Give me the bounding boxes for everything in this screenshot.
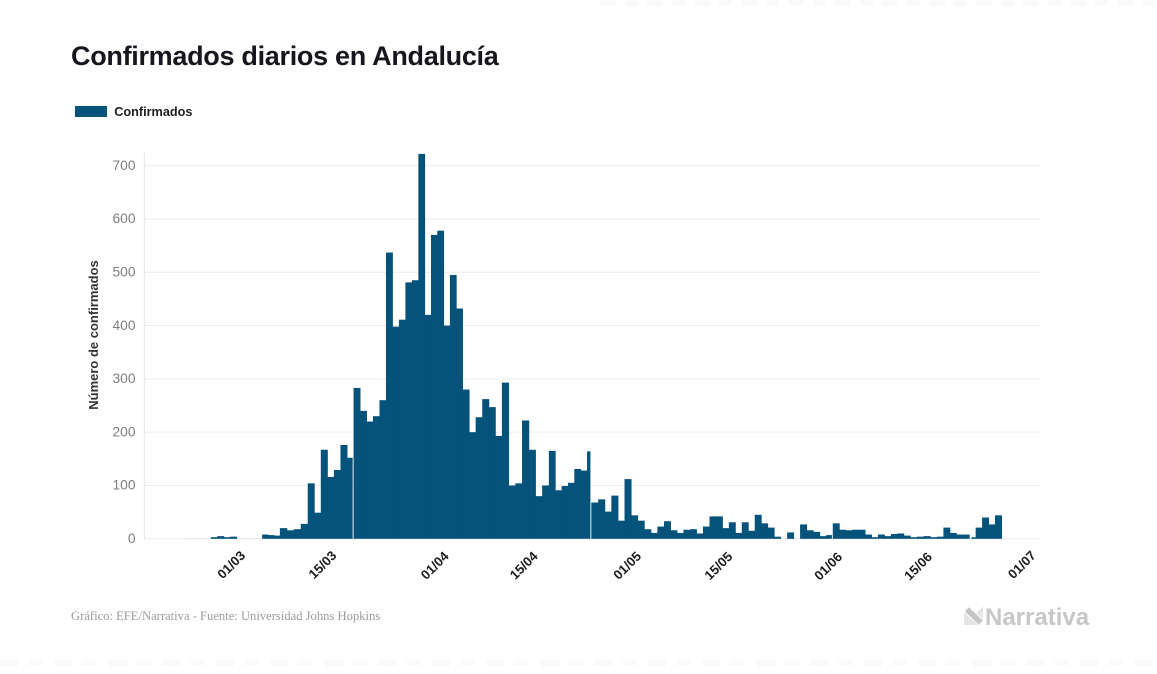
svg-text:700: 700 [112, 158, 135, 173]
svg-text:0: 0 [128, 531, 136, 546]
svg-text:100: 100 [112, 478, 135, 493]
svg-text:Número de confirmados: Número de confirmados [86, 260, 101, 410]
svg-text:01/04: 01/04 [418, 548, 452, 582]
svg-text:15/04: 15/04 [507, 548, 541, 582]
svg-text:15/06: 15/06 [901, 549, 935, 583]
svg-text:01/06: 01/06 [811, 549, 845, 583]
svg-text:01/03: 01/03 [214, 548, 248, 582]
svg-text:15/03: 15/03 [306, 548, 340, 582]
svg-text:600: 600 [112, 211, 135, 226]
svg-text:400: 400 [112, 318, 135, 333]
svg-text:500: 500 [112, 264, 135, 279]
svg-text:01/05: 01/05 [610, 549, 644, 583]
svg-text:200: 200 [112, 424, 135, 439]
svg-text:01/07: 01/07 [1005, 548, 1039, 582]
svg-text:300: 300 [112, 371, 135, 386]
svg-text:15/05: 15/05 [701, 549, 735, 583]
